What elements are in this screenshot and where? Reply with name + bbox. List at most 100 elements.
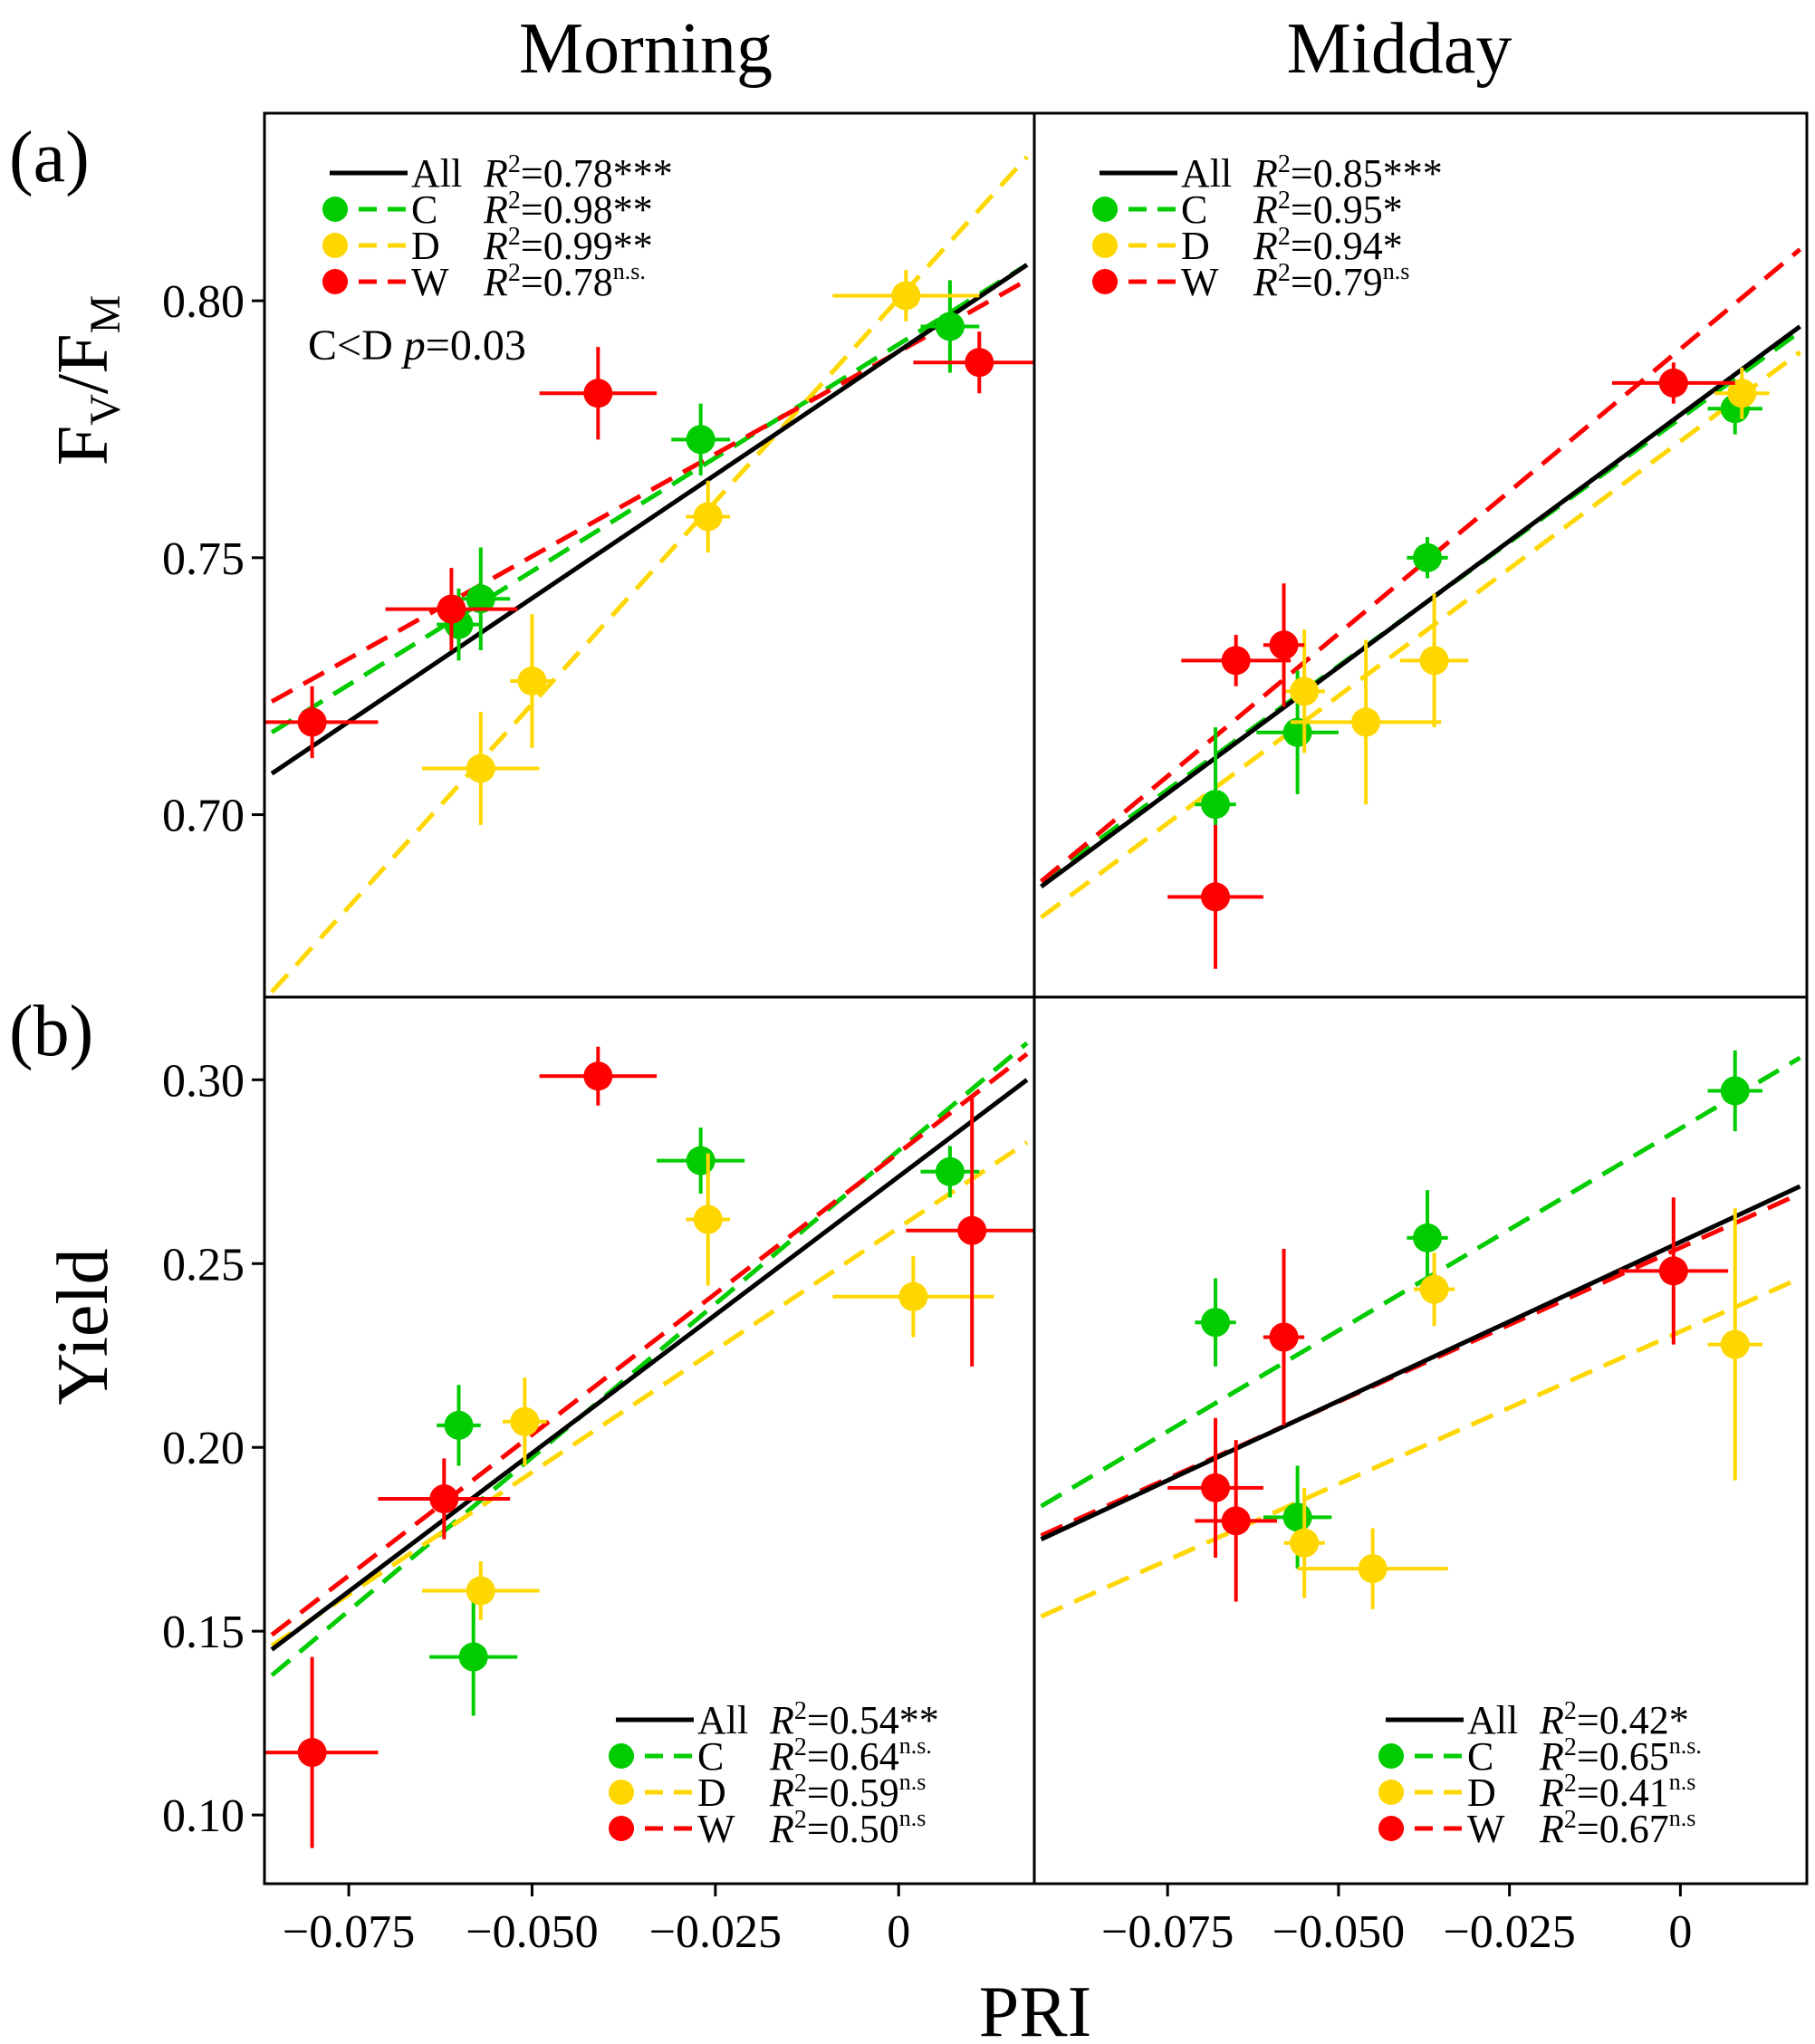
panel-a-morning: All R2=0.78*** C R2=0.98** D R2=0.99** W R2=0.7… xyxy=(263,111,1036,999)
plot-area xyxy=(264,1041,1034,1848)
y-axis-label-bottom: Yield xyxy=(43,1248,123,1405)
data-point-c xyxy=(458,1642,488,1672)
plot-area xyxy=(1040,1050,1801,1619)
data-point-w xyxy=(583,379,613,408)
data-point-c xyxy=(935,1156,965,1186)
legend-r2-c: R2=0.95* xyxy=(1253,187,1403,232)
legend-marker-d xyxy=(609,1780,634,1805)
legend-label-d: D xyxy=(1181,224,1210,268)
legend-marker-c xyxy=(1092,197,1118,222)
data-point-d xyxy=(1727,379,1757,408)
panel-b-morning: All R2=0.54** C R2=0.64n.s. D R2=0.59n.s W R2=0… xyxy=(263,995,1036,1886)
data-point-d xyxy=(1419,1274,1449,1304)
data-point-w xyxy=(1221,1506,1251,1536)
legend-marker-d xyxy=(322,233,348,258)
legend-r2-d: R2=0.94* xyxy=(1253,223,1403,268)
y-axis-label-top: FV/FM xyxy=(43,295,130,466)
fit-line-all xyxy=(1040,324,1801,889)
legend-label-d: D xyxy=(1467,1771,1496,1815)
legend-label-d: D xyxy=(411,224,440,268)
y-tick-label: 0.15 xyxy=(162,1607,245,1658)
legend-label-all: All xyxy=(411,151,462,196)
data-point-w xyxy=(1221,646,1251,676)
legend-r2-d: R2=0.59n.s xyxy=(769,1769,926,1815)
fit-line-c xyxy=(1040,1055,1801,1509)
data-point-d xyxy=(466,753,495,783)
data-point-d xyxy=(1351,707,1381,737)
y-tick-label: 0.70 xyxy=(162,791,245,842)
data-point-d xyxy=(898,1281,928,1311)
legend-r2-all: R2=0.85*** xyxy=(1253,150,1443,196)
data-point-d xyxy=(1358,1554,1388,1584)
x-tick-label: −0.025 xyxy=(649,1906,782,1958)
data-point-d xyxy=(693,502,723,532)
data-point-d xyxy=(1290,1528,1320,1558)
x-axis-label: PRI xyxy=(979,1972,1092,2044)
data-point-w xyxy=(1269,630,1299,660)
data-point-c xyxy=(1201,1308,1231,1338)
data-point-c xyxy=(1413,542,1443,572)
x-tick-label: −0.025 xyxy=(1443,1906,1575,1958)
fit-line-d xyxy=(270,155,1029,994)
legend-label-all: All xyxy=(1467,1698,1518,1742)
column-title-morning: Morning xyxy=(519,9,773,89)
y-tick-label: 0.75 xyxy=(162,533,245,585)
x-tick-label: −0.075 xyxy=(283,1906,415,1958)
data-point-c xyxy=(1720,1076,1750,1106)
comparison-note: C<D p=0.03 xyxy=(308,321,526,369)
y-tick-label: 0.30 xyxy=(162,1055,245,1107)
plot-area xyxy=(264,155,1034,994)
legend-r2-w: R2=0.67n.s xyxy=(1539,1805,1695,1851)
fit-line-c xyxy=(270,263,1029,734)
fit-line-all xyxy=(270,263,1029,776)
data-point-c xyxy=(686,425,715,455)
legend-r2-c: R2=0.98** xyxy=(483,187,653,232)
panel-b-midday: All R2=0.42* C R2=0.65n.s. D R2=0.41n.s W R2=0.… xyxy=(1032,995,1809,1886)
legend-marker-w xyxy=(322,269,348,294)
legend-label-c: C xyxy=(1467,1734,1493,1779)
fit-line-all xyxy=(270,1078,1029,1652)
legend-marker-w xyxy=(609,1816,634,1841)
data-point-c xyxy=(466,584,495,614)
legend-label-c: C xyxy=(697,1734,724,1779)
data-point-w xyxy=(1658,1256,1688,1286)
x-tick-label: −0.050 xyxy=(466,1906,598,1958)
data-point-w xyxy=(583,1061,613,1091)
legend-label-w: W xyxy=(1181,260,1219,304)
panel-a-midday: All R2=0.85*** C R2=0.95* D R2=0.94* W R2=0.79n… xyxy=(1032,111,1809,999)
data-point-w xyxy=(1201,882,1231,912)
legend-marker-c xyxy=(322,197,348,222)
data-point-w xyxy=(1269,1322,1299,1352)
legend-r2-d: R2=0.41n.s xyxy=(1539,1769,1695,1815)
data-point-w xyxy=(1658,368,1688,398)
data-point-c xyxy=(1282,1502,1312,1532)
data-point-w xyxy=(297,707,327,737)
legend-label-all: All xyxy=(697,1698,748,1742)
x-tick-label: 0 xyxy=(1668,1906,1692,1958)
fit-line-c xyxy=(1040,330,1801,884)
data-point-d xyxy=(1419,646,1449,676)
data-point-c xyxy=(444,1410,474,1440)
legend-r2-w: R2=0.78n.s. xyxy=(483,258,646,304)
data-point-c xyxy=(1201,790,1231,820)
x-tick-label: −0.050 xyxy=(1272,1906,1405,1958)
data-point-d xyxy=(891,281,921,311)
legend-label-w: W xyxy=(697,1807,735,1851)
legend-label-c: C xyxy=(1181,187,1207,232)
fit-line-c xyxy=(270,1041,1029,1677)
data-point-c xyxy=(935,312,965,341)
fit-line-d xyxy=(270,1140,1029,1648)
data-point-d xyxy=(510,1406,540,1436)
data-point-c xyxy=(686,1146,715,1176)
legend-r2-all: R2=0.78*** xyxy=(483,150,673,196)
data-point-w xyxy=(957,1215,987,1245)
fit-line-w xyxy=(270,1051,1029,1637)
fit-line-d xyxy=(1040,350,1801,920)
legend-label-w: W xyxy=(1467,1807,1505,1851)
y-tick-label: 0.20 xyxy=(162,1423,245,1474)
axis-layer: −0.075 −0.050 −0.025 0 −0.075 −0.050 −0.025 0 0.… xyxy=(162,276,1692,1958)
legend-r2-all: R2=0.42* xyxy=(1539,1697,1689,1742)
data-point-w xyxy=(429,1484,459,1514)
legend-marker-w xyxy=(1092,269,1118,294)
data-point-d xyxy=(693,1204,723,1234)
